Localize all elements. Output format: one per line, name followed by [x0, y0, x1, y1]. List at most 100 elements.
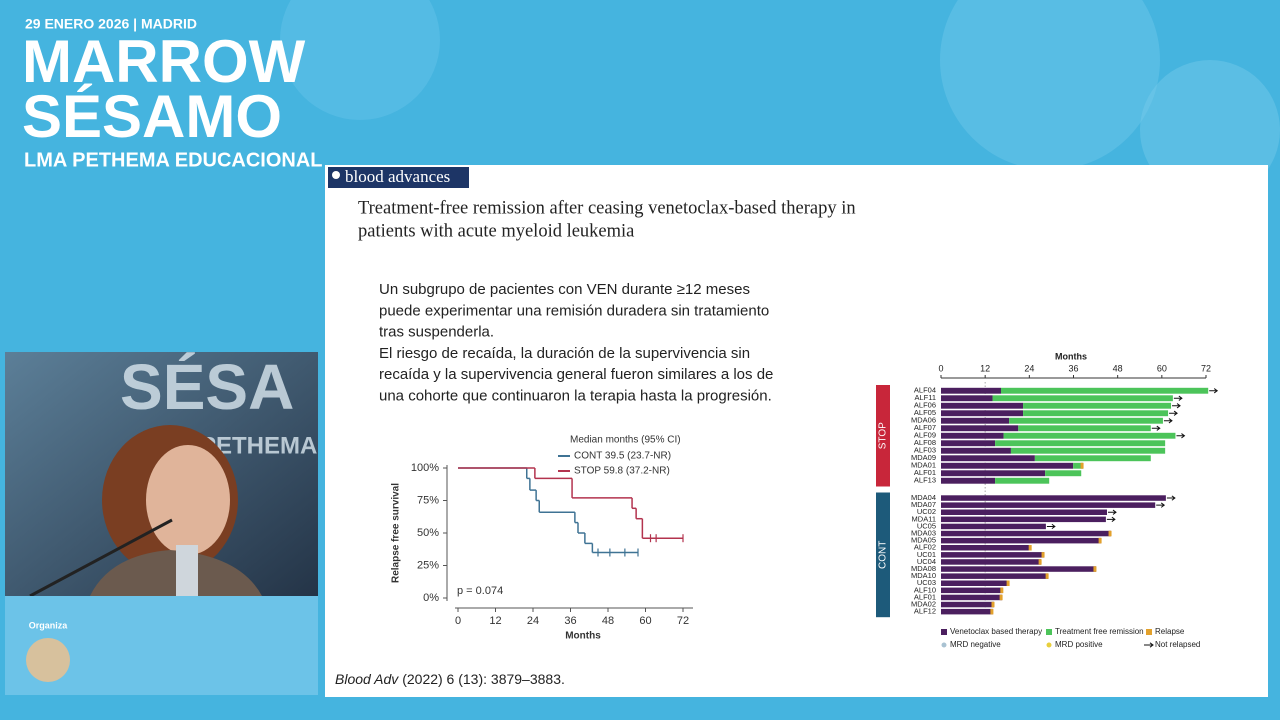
not-relapsed-arrow [1046, 523, 1056, 530]
x-tick-label: 0 [455, 615, 461, 627]
therapy-bar [941, 608, 993, 615]
legend-label: Treatment free remission [1055, 627, 1144, 636]
x-tick-label: 12 [489, 615, 501, 627]
legend-label: MRD positive [1055, 640, 1103, 649]
therapy-bar [941, 432, 1004, 439]
article-title: patients with acute myeloid leukemia [358, 221, 634, 241]
therapy-bar [941, 530, 1112, 537]
not-relapsed-arrow [1173, 395, 1183, 401]
tfr-bar [1023, 402, 1172, 409]
x-tick-label: 12 [980, 363, 990, 373]
therapy-bar [941, 516, 1106, 523]
therapy-bar [941, 410, 1024, 417]
not-relapsed-arrow [1172, 403, 1181, 409]
sponsor-logo [26, 638, 70, 682]
not-relapsed-arrow [1107, 509, 1117, 515]
patient-label: ALF09 [914, 431, 936, 440]
therapy-bar [941, 502, 1156, 508]
therapy-bar [941, 447, 1011, 454]
decor [280, 0, 440, 120]
tfr-bar [1073, 462, 1084, 469]
legend-swatch [941, 642, 947, 648]
therapy-bar [941, 552, 1045, 558]
not-relapsed-arrow [1106, 516, 1116, 522]
tfr-bar [1000, 387, 1209, 394]
group-label: STOP [878, 422, 889, 449]
tfr-bar [1018, 425, 1151, 432]
article-title: Treatment-free remission after ceasing v… [358, 198, 856, 218]
patient-label: MDA02 [911, 600, 936, 609]
x-tick-label: 60 [1157, 363, 1167, 373]
patient-label: ALF01 [914, 468, 936, 477]
patient-label: MDA01 [911, 461, 936, 470]
y-tick-label: 75% [417, 494, 439, 506]
relapse-marker [1006, 580, 1010, 586]
therapy-bar [941, 395, 993, 402]
relapse-marker [1080, 462, 1084, 469]
citation-details: (2022) 6 (13): 3879–3883. [402, 671, 565, 687]
citation-journal: Blood Adv [335, 671, 399, 687]
paragraph-line: El riesgo de recaída, la duración de la … [379, 345, 750, 362]
relapse-marker [1045, 573, 1049, 579]
event-subtitle: LMA PETHEMA EDUCACIONAL [24, 149, 323, 171]
relapse-marker [990, 608, 994, 615]
therapy-bar [941, 387, 1001, 394]
relapse-marker [1028, 545, 1032, 551]
y-tick-label: 100% [411, 462, 439, 474]
relapse-marker [1038, 559, 1042, 565]
patient-label: ALF04 [914, 386, 936, 395]
not-relapsed-arrow [1166, 495, 1176, 501]
patient-label: MDA06 [911, 416, 936, 425]
not-relapsed-arrow [1209, 388, 1219, 394]
tfr-bar [995, 440, 1166, 447]
x-tick-label: 48 [1113, 363, 1123, 373]
therapy-bar [941, 545, 1032, 551]
relapse-marker [1098, 537, 1102, 544]
body-text: Un subgrupo de pacientes con VEN durante… [379, 281, 773, 405]
patient-label: ALF02 [914, 543, 936, 552]
paragraph-line: Un subgrupo de pacientes con VEN durante… [379, 281, 750, 298]
legend-title: Median months (95% CI) [570, 435, 681, 446]
therapy-bar [941, 559, 1042, 565]
patient-label: ALF11 [914, 393, 936, 402]
journal-logo [332, 171, 340, 179]
tfr-bar [1009, 417, 1163, 424]
event-date: 29 ENERO 2026 | MADRID [25, 16, 197, 32]
relapse-marker [999, 594, 1003, 601]
sponsor-label: Organiza [29, 620, 69, 630]
patient-label: ALF05 [914, 408, 936, 417]
paragraph-line: recaída y la supervivencia general fuero… [379, 366, 773, 383]
x-tick-label: 48 [602, 615, 614, 627]
therapy-bar [941, 537, 1102, 544]
patient-label: ALF13 [914, 476, 936, 485]
legend-label: Not relapsed [1155, 640, 1200, 649]
annotation: p = 0.074 [457, 585, 503, 597]
legend-label: Relapse [1155, 627, 1185, 636]
paragraph-line: puede experimentar una remisión duradera… [379, 302, 769, 319]
therapy-bar [941, 523, 1046, 530]
relapse-marker [1041, 552, 1045, 558]
not-relapsed-arrow [1163, 418, 1173, 424]
tfr-bar [1023, 410, 1169, 417]
not-relapsed-arrow [1169, 410, 1178, 416]
patient-label: UC02 [917, 507, 936, 516]
therapy-bar [941, 417, 1010, 424]
legend-label: Venetoclax based therapy [950, 627, 1042, 636]
patient-label: ALF03 [914, 446, 936, 455]
therapy-bar [941, 402, 1024, 409]
therapy-bar [941, 455, 1035, 462]
therapy-bar [941, 425, 1019, 432]
tfr-bar [1003, 432, 1176, 439]
patient-label: MDA09 [911, 453, 936, 462]
microphone [29, 518, 173, 598]
patient-label: ALF12 [914, 607, 936, 616]
tfr-bar [1034, 455, 1151, 462]
therapy-bar [941, 470, 1046, 477]
patient-label: ALF08 [914, 438, 936, 447]
patient-label: UC05 [917, 521, 936, 530]
x-tick-label: 36 [564, 615, 576, 627]
paragraph-line: una cohorte que continuaron la terapia h… [379, 387, 772, 404]
